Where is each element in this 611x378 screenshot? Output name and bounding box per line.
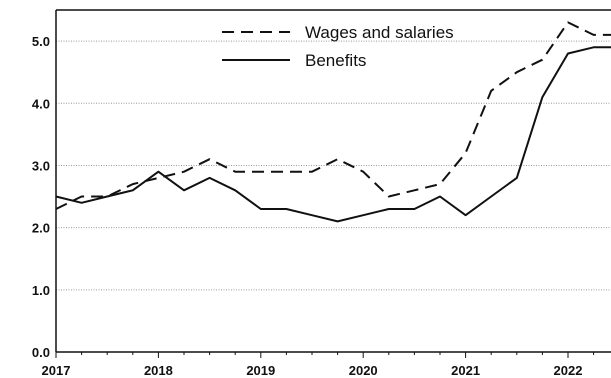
- series-line-benefits: [55, 46, 611, 223]
- y-tick-label: 2.0: [32, 221, 50, 236]
- x-tick-label: 2018: [144, 363, 173, 378]
- x-tick-label: 2019: [246, 363, 275, 378]
- y-tick-label: 0.0: [32, 345, 50, 360]
- legend-label: Benefits: [305, 51, 366, 70]
- x-tick-label: 2022: [554, 363, 583, 378]
- plot-frame: [55, 9, 611, 353]
- y-axis-tick-labels: 0.0 1.0 2.0 3.0 4.0 5.0: [32, 34, 50, 360]
- legend-label: Wages and salaries: [305, 23, 454, 42]
- x-tick-label: 2021: [451, 363, 480, 378]
- y-tick-label: 5.0: [32, 34, 50, 49]
- legend: Wages and salaries Benefits: [222, 23, 454, 70]
- x-tick-label: 2017: [42, 363, 71, 378]
- series-line-wages-and-salaries: [55, 21, 611, 210]
- x-axis-tick-labels: 2017 2018 2019 2020 2021 2022: [42, 352, 595, 378]
- series-lines: [55, 21, 611, 223]
- y-tick-label: 1.0: [32, 283, 50, 298]
- y-tick-label: 4.0: [32, 96, 50, 111]
- y-tick-label: 3.0: [32, 158, 50, 173]
- gridlines: [56, 40, 611, 291]
- x-tick-label: 2020: [349, 363, 378, 378]
